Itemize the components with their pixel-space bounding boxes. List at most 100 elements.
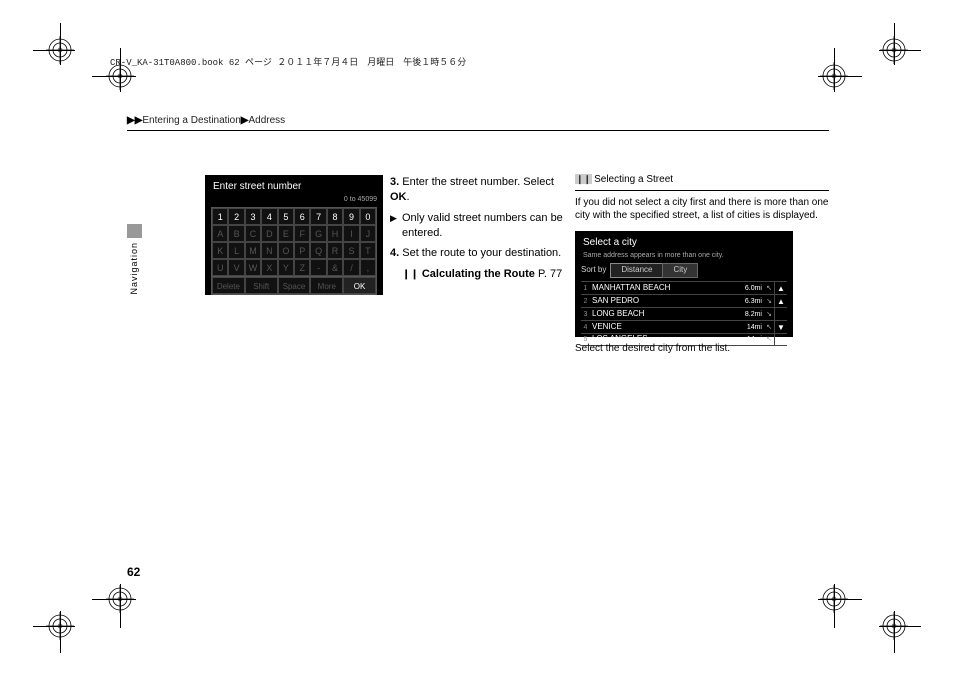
key-1[interactable]: 1 [212,208,228,225]
city-row[interactable]: 2SAN PEDRO6.3mi↘▲ [581,294,787,307]
key-V[interactable]: V [228,259,244,276]
step-3: 3. Enter the street number. Select OK. [390,175,570,205]
key-G[interactable]: G [310,225,326,242]
sidebar-label: Navigation [129,242,139,295]
crop-line [92,76,136,77]
direction-icon: ↘ [764,310,774,319]
sidebar-tab: Navigation [127,228,139,303]
key-U[interactable]: U [212,259,228,276]
key-K[interactable]: K [212,242,228,259]
keypad-bottom-row: DeleteShiftSpaceMoreOK [211,277,377,295]
sort-tab-distance[interactable]: Distance [610,263,663,278]
bottom-key-more[interactable]: More [310,277,343,294]
scroll-arrow[interactable]: ▼ [774,333,787,346]
xref-calculating-route: ❙❙ Calculating the Route P. 77 [390,267,570,282]
key-Q[interactable]: Q [310,242,326,259]
scroll-arrow[interactable] [774,308,787,321]
key-A[interactable]: A [212,225,228,242]
key-3[interactable]: 3 [245,208,261,225]
key-6[interactable]: 6 [294,208,310,225]
direction-icon: ↖ [764,284,774,293]
key-9[interactable]: 9 [343,208,359,225]
crop-line [60,23,61,65]
page-number: 62 [127,565,140,579]
key-D[interactable]: D [261,225,277,242]
city-row[interactable]: 3LONG BEACH8.2mi↘ [581,307,787,320]
crop-line [92,599,136,600]
direction-icon: ↖ [764,335,774,344]
crop-line [894,23,895,65]
direction-icon: ↖ [764,323,774,332]
key-H[interactable]: H [327,225,343,242]
key-&[interactable]: & [327,259,343,276]
key-N[interactable]: N [261,242,277,259]
key-7[interactable]: 7 [310,208,326,225]
sidebar-tab-color [127,224,142,238]
crop-line [894,611,895,653]
key-C[interactable]: C [245,225,261,242]
s2-title: Select a city [575,231,793,252]
key--[interactable]: - [310,259,326,276]
breadcrumb: ▶▶Entering a Destination▶Address [127,115,285,126]
scroll-arrow[interactable]: ▲ [774,282,787,295]
note-icon: ❙❙ [575,174,592,184]
key-P[interactable]: P [294,242,310,259]
key-0[interactable]: 0 [360,208,376,225]
city-list: 1MANHATTAN BEACH6.0mi↖▲2SAN PEDRO6.3mi↘▲… [581,281,787,346]
key-J[interactable]: J [360,225,376,242]
key-E[interactable]: E [278,225,294,242]
key-S[interactable]: S [343,242,359,259]
bottom-key-space[interactable]: Space [278,277,311,294]
key-Z[interactable]: Z [294,259,310,276]
crop-line [879,50,921,51]
bottom-key-ok[interactable]: OK [343,277,376,294]
key-I[interactable]: I [343,225,359,242]
key-Y[interactable]: Y [278,259,294,276]
key-B[interactable]: B [228,225,244,242]
key-M[interactable]: M [245,242,261,259]
crop-line [818,76,862,77]
key-L[interactable]: L [228,242,244,259]
s2-subtitle: Same address appears in more than one ci… [575,251,793,263]
step-4: 4. Set the route to your destination. [390,246,570,261]
key-,[interactable]: , [360,259,376,276]
key-W[interactable]: W [245,259,261,276]
key-T[interactable]: T [360,242,376,259]
key-F[interactable]: F [294,225,310,242]
instruction-column: 3. Enter the street number. Select OK. O… [390,175,570,282]
s2-sort-bar: Sort by Distance City [575,263,793,281]
city-row[interactable]: 1MANHATTAN BEACH6.0mi↖▲ [581,281,787,294]
key-5[interactable]: 5 [278,208,294,225]
heading-rule [127,130,829,131]
key-R[interactable]: R [327,242,343,259]
key-2[interactable]: 2 [228,208,244,225]
file-header: CR-V_KA-31T0A800.book 62 ページ ２０１１年７月４日 月… [110,55,466,68]
key-4[interactable]: 4 [261,208,277,225]
sort-tab-city[interactable]: City [662,263,698,278]
xref-icon: ❙❙ [402,269,419,280]
keypad-row-1: 1234567890 [212,208,376,225]
keypad-row-2: ABCDEFGHIJ [212,225,376,242]
sidebar-note-column: ❙❙Selecting a Street If you did not sele… [575,173,829,355]
key-X[interactable]: X [261,259,277,276]
key-/[interactable]: / [343,259,359,276]
screenshot-enter-street-number: Enter street number 0 to 45099 123456789… [205,175,383,295]
bottom-key-delete[interactable]: Delete [212,277,245,294]
step-3-note: Only valid street numbers can be entered… [390,211,570,241]
keypad: 1234567890 ABCDEFGHIJ KLMNOPQRST UVWXYZ-… [211,207,377,277]
key-8[interactable]: 8 [327,208,343,225]
scroll-arrow[interactable]: ▼ [774,321,787,334]
c3-heading: ❙❙Selecting a Street [575,173,829,191]
crop-line [120,584,121,628]
crop-line [879,626,921,627]
c3-note: If you did not select a city first and t… [575,196,829,223]
crop-line [33,50,75,51]
crop-line [834,48,835,92]
bottom-key-shift[interactable]: Shift [245,277,278,294]
city-row[interactable]: 4VENICE14mi↖▼ [581,320,787,333]
direction-icon: ↘ [764,297,774,306]
screenshot-select-city: Select a city Same address appears in mo… [575,231,793,337]
scroll-arrow[interactable]: ▲ [774,295,787,308]
key-O[interactable]: O [278,242,294,259]
s1-title: Enter street number [205,175,383,196]
